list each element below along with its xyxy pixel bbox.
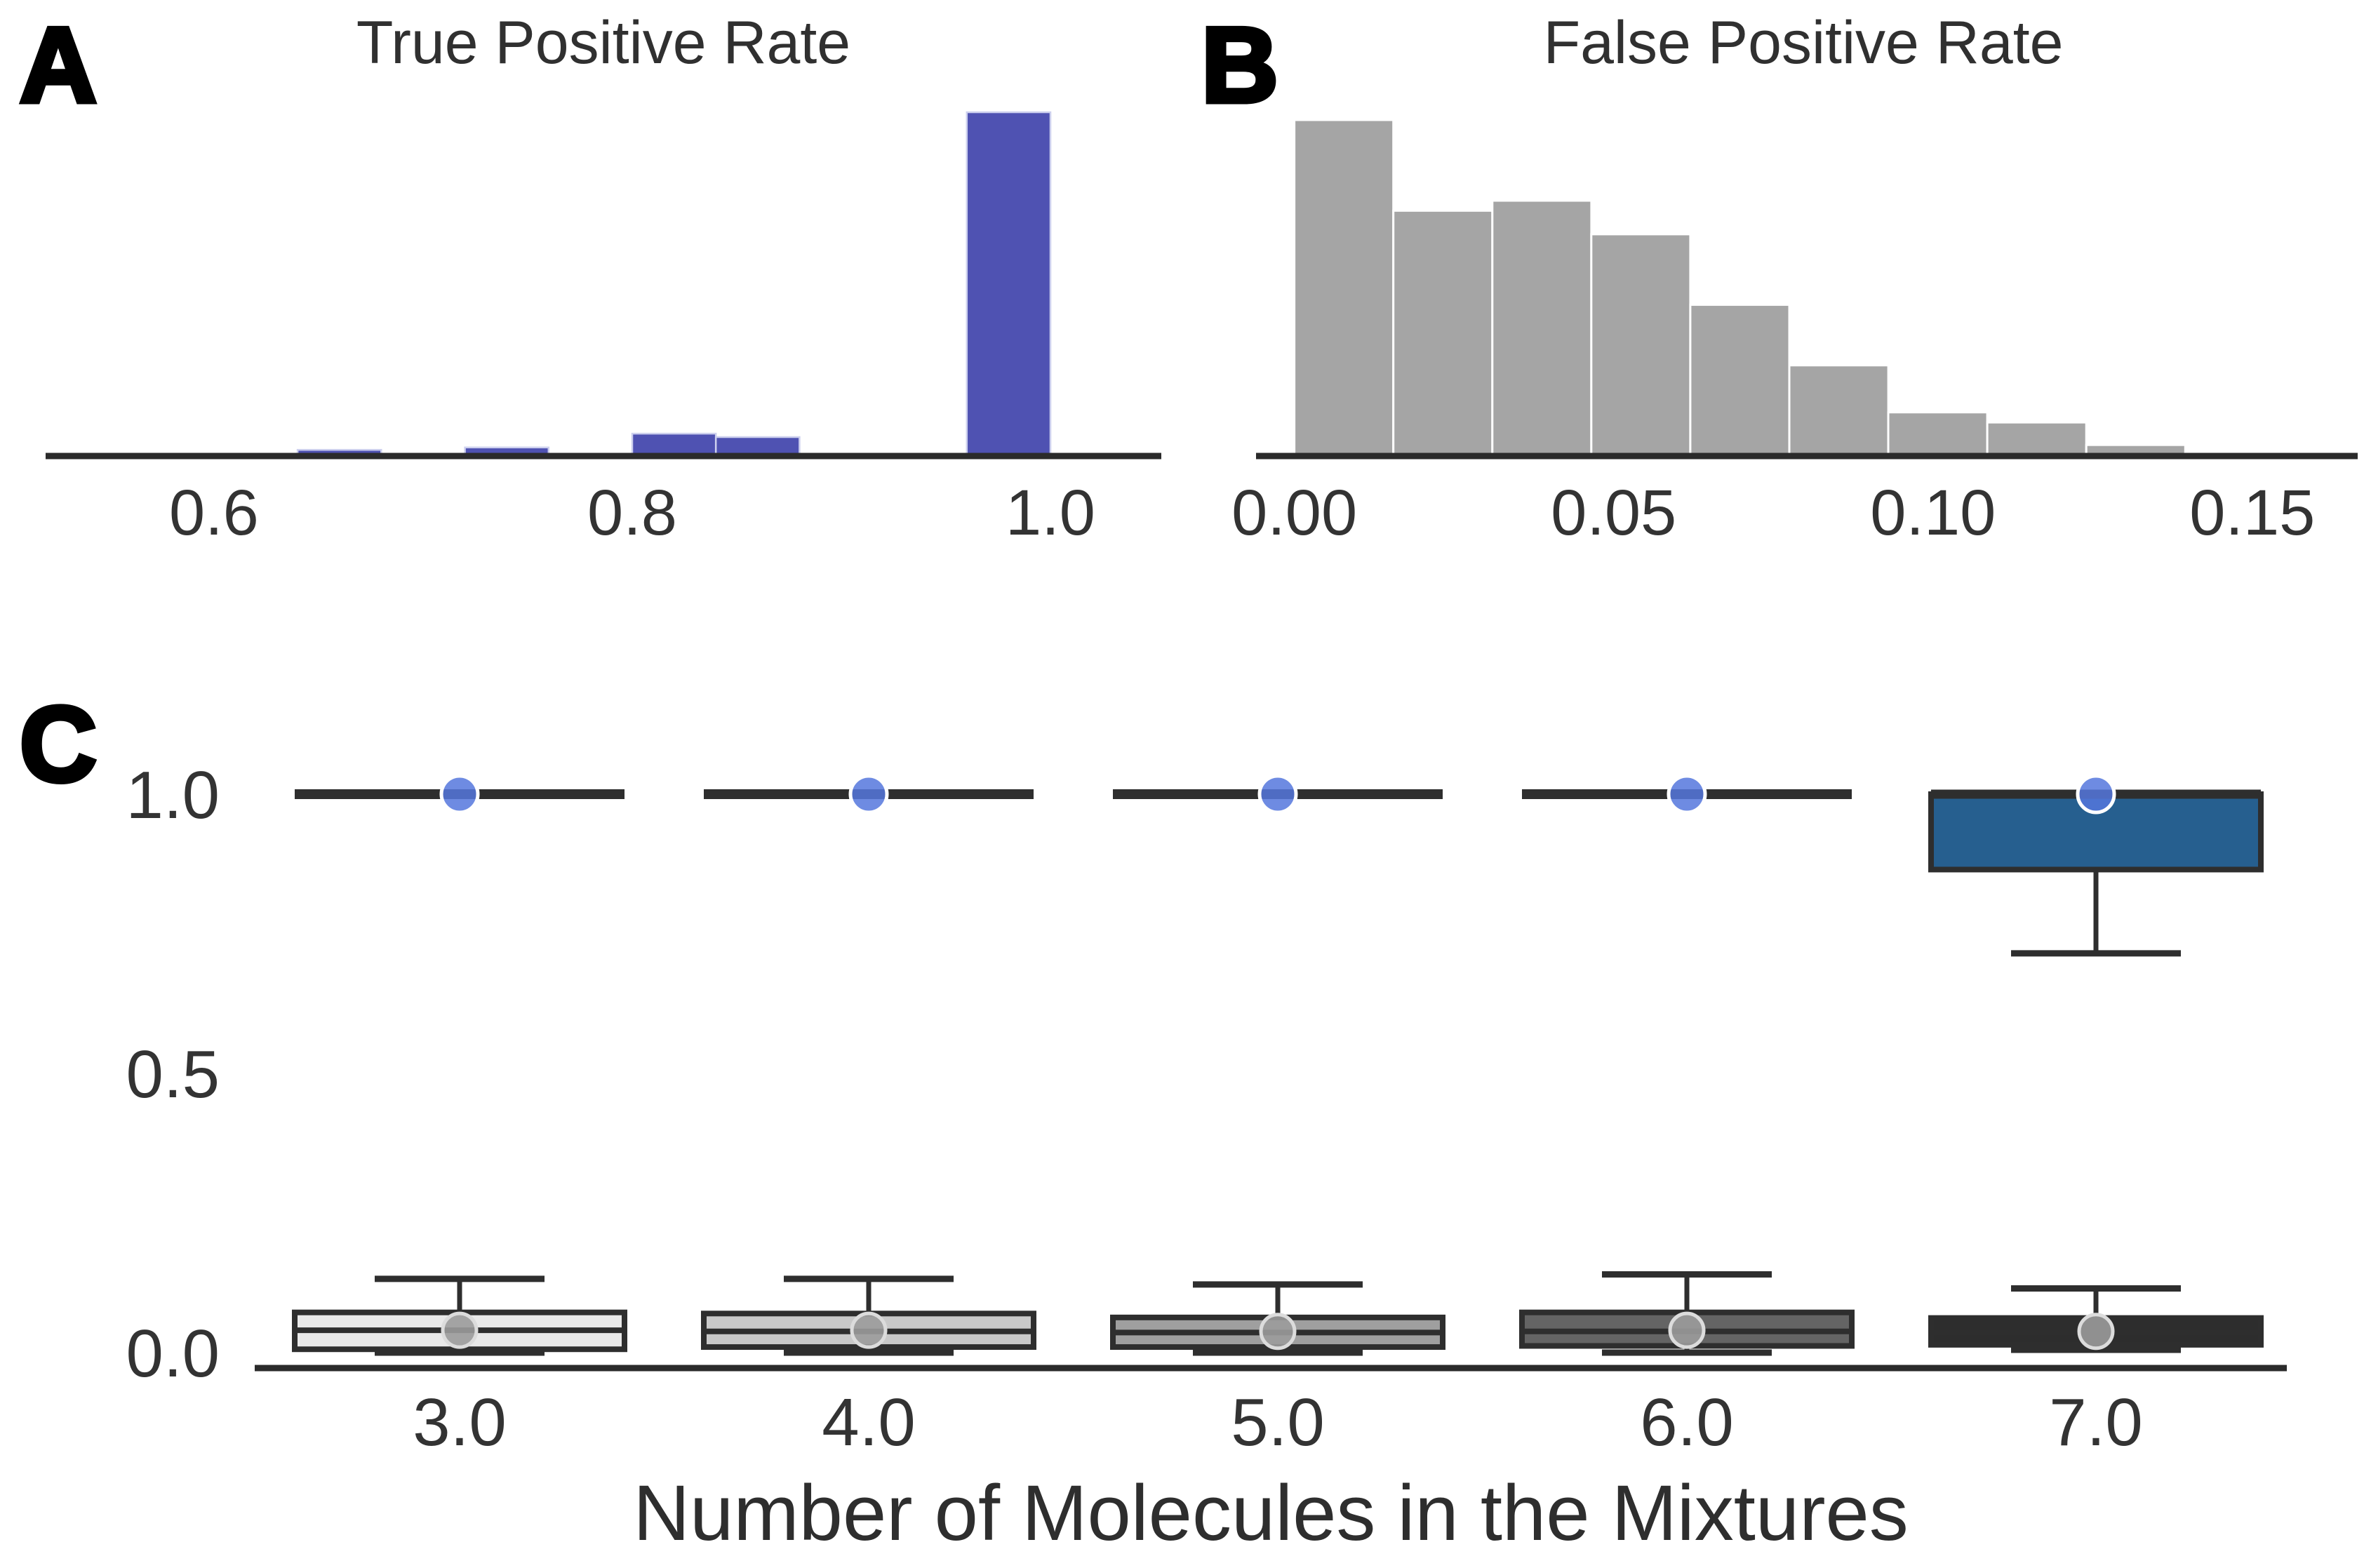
mean-marker <box>1259 1313 1297 1351</box>
box-plot <box>295 774 625 815</box>
box-plot <box>1928 774 2264 957</box>
histogram-bar <box>966 111 1052 457</box>
x-tick-label: 4.0 <box>822 1385 915 1460</box>
histogram-bar <box>1293 119 1395 457</box>
x-tick-label: 7.0 <box>2049 1385 2142 1460</box>
panel-a-tick-labels: 0.6 0.8 1.0 <box>169 477 1095 549</box>
panel-c: C 0.0 0.5 1.0 3.0 4.0 5.0 6.0 7.0 Number of Mo… <box>18 683 2287 1557</box>
box-plot <box>704 774 1034 815</box>
box-plot <box>292 1275 627 1356</box>
box-plot <box>1928 1285 2264 1353</box>
panel-c-ytick-labels: 0.0 0.5 1.0 <box>126 758 220 1391</box>
x-tick-label: 0.6 <box>169 477 259 549</box>
mean-marker <box>1667 774 1707 815</box>
mean-marker <box>850 1311 888 1349</box>
panel-a-title: True Positive Rate <box>356 9 850 76</box>
mean-marker <box>1257 774 1298 815</box>
panel-b-letter: B <box>1201 6 1278 125</box>
x-tick-label: 3.0 <box>413 1385 506 1460</box>
panel-c-x-axis-label: Number of Molecules in the Mixtures <box>633 1469 1909 1557</box>
histogram-bar <box>631 432 717 457</box>
panel-b-tick-labels: 0.00 0.05 0.10 0.15 <box>1231 477 2315 549</box>
x-tick-label: 0.15 <box>2189 477 2315 549</box>
panel-a: A True Positive Rate 0.6 0.8 1.0 <box>18 4 1161 549</box>
box-plot <box>1522 774 1852 815</box>
histogram-bar <box>1491 199 1593 457</box>
x-tick-label: 0.8 <box>587 477 677 549</box>
mean-marker <box>441 1311 479 1349</box>
panel-a-letter: A <box>20 6 97 125</box>
histogram-bar <box>1986 421 2088 457</box>
y-tick-label: 1.0 <box>126 758 220 833</box>
mean-marker <box>439 774 480 815</box>
histogram-bar <box>1788 364 1890 457</box>
panel-c-letter: C <box>20 685 97 804</box>
mean-marker <box>848 774 889 815</box>
histogram-bar <box>1887 411 1989 457</box>
y-tick-label: 0.0 <box>126 1316 220 1391</box>
panel-a-bars <box>296 111 1052 457</box>
panel-c-xtick-labels: 3.0 4.0 5.0 6.0 7.0 <box>413 1385 2142 1460</box>
histogram-bar <box>1689 303 1791 457</box>
x-tick-label: 0.05 <box>1551 477 1676 549</box>
y-tick-label: 0.5 <box>126 1037 220 1112</box>
x-tick-label: 5.0 <box>1231 1385 1324 1460</box>
panel-c-boxplots <box>292 774 2264 1356</box>
x-tick-label: 0.00 <box>1231 477 1357 549</box>
box-plot <box>1519 1271 1855 1356</box>
panel-b: B False Positive Rate 0.00 0.05 0.10 0.15 <box>1199 4 2358 549</box>
box-plot <box>1113 774 1443 815</box>
x-tick-label: 1.0 <box>1006 477 1095 549</box>
panel-b-bars <box>1293 119 2285 457</box>
mean-marker <box>2077 1313 2115 1351</box>
box-plot <box>1110 1281 1445 1356</box>
mean-marker <box>2076 774 2116 815</box>
box-plot <box>701 1275 1036 1356</box>
histogram-bar <box>1392 209 1494 457</box>
mean-marker <box>1668 1311 1706 1349</box>
histogram-bar <box>1590 233 1692 457</box>
x-tick-label: 0.10 <box>1870 477 1996 549</box>
x-tick-label: 6.0 <box>1640 1385 1733 1460</box>
panel-b-title: False Positive Rate <box>1544 9 2064 76</box>
